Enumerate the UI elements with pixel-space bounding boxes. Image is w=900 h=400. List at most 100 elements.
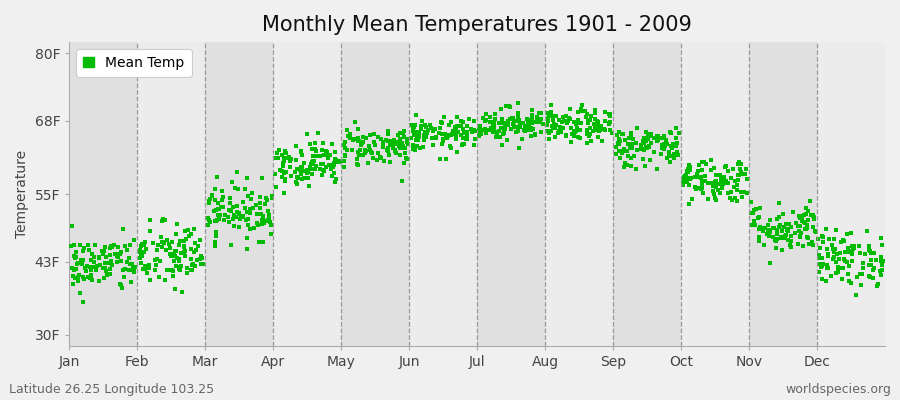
Legend: Mean Temp: Mean Temp	[76, 49, 192, 77]
Point	[724, 197, 739, 204]
Point	[727, 184, 742, 190]
Point	[509, 118, 524, 124]
Point	[507, 122, 521, 129]
Point	[626, 142, 640, 148]
Point	[846, 246, 860, 252]
Point	[530, 114, 544, 120]
Point	[75, 261, 89, 268]
Point	[205, 193, 220, 200]
Point	[695, 159, 709, 165]
Point	[418, 134, 432, 140]
Point	[233, 213, 248, 219]
Point	[525, 116, 539, 123]
Point	[598, 118, 613, 124]
Point	[413, 145, 428, 151]
Point	[178, 228, 193, 234]
Point	[133, 247, 148, 253]
Point	[676, 182, 690, 188]
Point	[498, 126, 512, 133]
Point	[514, 120, 528, 126]
Point	[862, 243, 877, 249]
Point	[793, 223, 807, 230]
Point	[97, 244, 112, 250]
Point	[602, 118, 616, 125]
Point	[515, 136, 529, 142]
Point	[838, 249, 852, 255]
Point	[443, 143, 457, 149]
Point	[838, 258, 852, 265]
Point	[874, 272, 888, 278]
Point	[212, 205, 226, 212]
Point	[472, 131, 487, 137]
Point	[406, 123, 420, 130]
Point	[862, 262, 877, 268]
Point	[112, 254, 126, 260]
Point	[252, 239, 266, 246]
Point	[559, 113, 573, 120]
Point	[89, 267, 104, 273]
Point	[480, 130, 494, 136]
Point	[85, 264, 99, 270]
Point	[209, 233, 223, 239]
Point	[831, 264, 845, 270]
Point	[277, 178, 292, 184]
Point	[455, 119, 470, 126]
Point	[337, 142, 351, 148]
Point	[842, 247, 857, 254]
Point	[167, 248, 182, 254]
Point	[701, 180, 716, 186]
Point	[637, 139, 652, 146]
Point	[408, 132, 422, 139]
Point	[92, 255, 106, 261]
Point	[682, 162, 697, 168]
Point	[68, 242, 82, 248]
Point	[492, 134, 507, 141]
Point	[397, 160, 411, 166]
Point	[821, 253, 835, 259]
Point	[476, 114, 491, 121]
Point	[580, 110, 594, 117]
Point	[455, 135, 470, 141]
Point	[324, 166, 338, 172]
Point	[363, 132, 377, 138]
Point	[781, 228, 796, 234]
Point	[392, 135, 407, 142]
Point	[544, 128, 558, 134]
Point	[356, 139, 371, 145]
Point	[230, 186, 245, 192]
Point	[177, 243, 192, 249]
Point	[370, 157, 384, 163]
Point	[304, 161, 319, 167]
Point	[677, 174, 691, 180]
Point	[289, 143, 303, 149]
Point	[521, 120, 535, 126]
Point	[671, 130, 686, 136]
Point	[827, 254, 842, 260]
Point	[558, 132, 572, 138]
Point	[408, 122, 422, 128]
Point	[845, 249, 859, 256]
Point	[525, 120, 539, 126]
Point	[587, 121, 601, 127]
Point	[419, 123, 434, 130]
Point	[570, 124, 584, 131]
Point	[707, 165, 722, 172]
Point	[792, 234, 806, 240]
Point	[510, 118, 525, 124]
Point	[467, 126, 482, 133]
Point	[826, 256, 841, 262]
Point	[435, 141, 449, 148]
Point	[618, 148, 633, 154]
Point	[544, 102, 558, 108]
Point	[172, 266, 186, 273]
Point	[375, 144, 390, 150]
Point	[346, 136, 361, 143]
Point	[635, 155, 650, 162]
Point	[688, 186, 703, 192]
Point	[580, 130, 594, 137]
Point	[796, 242, 810, 249]
Point	[68, 266, 83, 272]
Point	[265, 193, 279, 199]
Point	[320, 148, 334, 155]
Point	[815, 233, 830, 239]
